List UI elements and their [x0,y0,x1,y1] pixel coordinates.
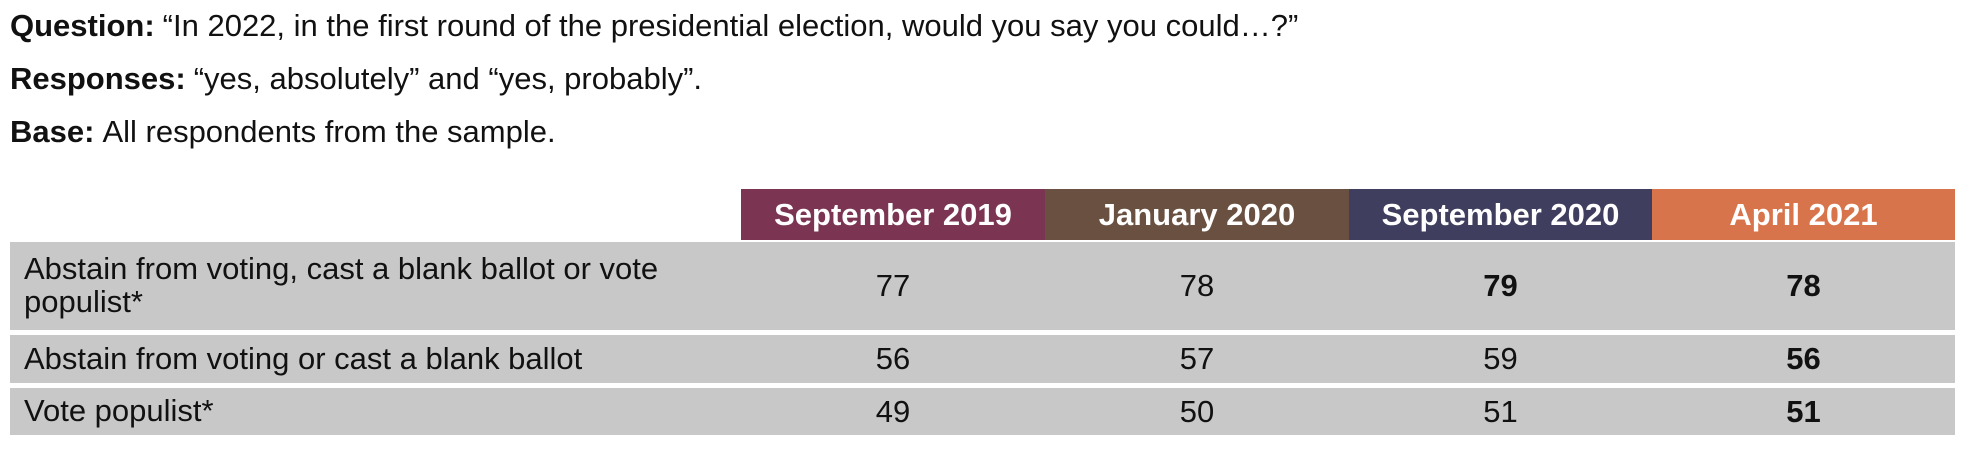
cell-value: 56 [1652,335,1955,383]
cell-value: 57 [1045,335,1349,383]
cell-value: 50 [1045,388,1349,435]
cell-value: 51 [1652,388,1955,435]
column-header: September 2020 [1349,189,1652,240]
column-header: April 2021 [1652,189,1955,240]
cell-value: 79 [1349,242,1652,330]
header-label: Question: [10,8,155,43]
row-label: Abstain from voting, cast a blank ballot… [10,242,741,330]
header-line: Base: All respondents from the sample. [10,114,556,150]
cell-value: 78 [1045,242,1349,330]
cell-value: 51 [1349,388,1652,435]
header-line: Responses: “yes, absolutely” and “yes, pr… [10,61,702,97]
header-label: Responses: [10,61,186,96]
column-header: September 2019 [741,189,1045,240]
cell-value: 56 [741,335,1045,383]
cell-value: 49 [741,388,1045,435]
header-line: Question: “In 2022, in the first round of… [10,8,1298,44]
row-label: Vote populist* [10,388,741,435]
header-text: “yes, absolutely” and “yes, probably”. [193,61,703,96]
cell-value: 77 [741,242,1045,330]
cell-value: 78 [1652,242,1955,330]
column-header: January 2020 [1045,189,1349,240]
cell-value: 59 [1349,335,1652,383]
row-label: Abstain from voting or cast a blank ball… [10,335,741,383]
header-text: All respondents from the sample. [102,114,556,149]
header-text: “In 2022, in the first round of the pres… [162,8,1299,43]
header-label: Base: [10,114,95,149]
